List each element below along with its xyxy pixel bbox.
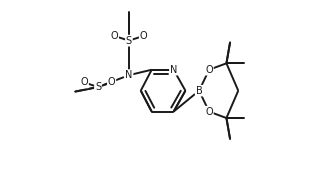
Text: S: S [126, 36, 132, 46]
Text: O: O [111, 31, 118, 41]
Text: O: O [140, 31, 147, 41]
Text: S: S [95, 82, 101, 92]
Text: O: O [80, 78, 88, 88]
Text: N: N [170, 65, 177, 75]
Text: O: O [108, 78, 115, 88]
Text: O: O [205, 65, 213, 75]
Text: O: O [205, 107, 213, 117]
Text: N: N [125, 70, 133, 80]
Text: B: B [196, 86, 203, 96]
